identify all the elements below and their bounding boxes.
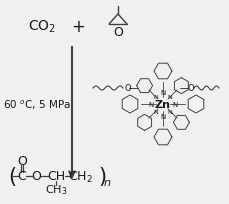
Text: +: +: [71, 18, 85, 36]
Text: N: N: [172, 102, 177, 108]
Text: ): ): [98, 166, 106, 186]
Text: O: O: [31, 170, 41, 183]
Text: CH$_3$: CH$_3$: [45, 182, 67, 196]
Text: CH$_2$: CH$_2$: [67, 169, 92, 184]
Text: N: N: [167, 109, 172, 114]
Text: (: (: [8, 166, 16, 186]
Text: O: O: [187, 84, 194, 93]
Text: N: N: [148, 102, 153, 108]
Text: O: O: [124, 84, 131, 93]
Text: N: N: [160, 113, 165, 119]
Text: 60 $^o$C, 5 MPa: 60 $^o$C, 5 MPa: [3, 98, 71, 111]
Text: N: N: [167, 95, 172, 100]
Text: C: C: [18, 170, 26, 183]
Text: N: N: [160, 90, 165, 95]
Text: CO$_2$: CO$_2$: [28, 19, 56, 35]
Text: n: n: [103, 177, 110, 187]
Text: Zn: Zn: [154, 100, 170, 110]
Text: O: O: [113, 25, 123, 38]
Text: CH: CH: [47, 170, 65, 183]
Text: N: N: [153, 109, 158, 114]
Text: N: N: [153, 95, 158, 100]
Text: O: O: [17, 155, 27, 168]
